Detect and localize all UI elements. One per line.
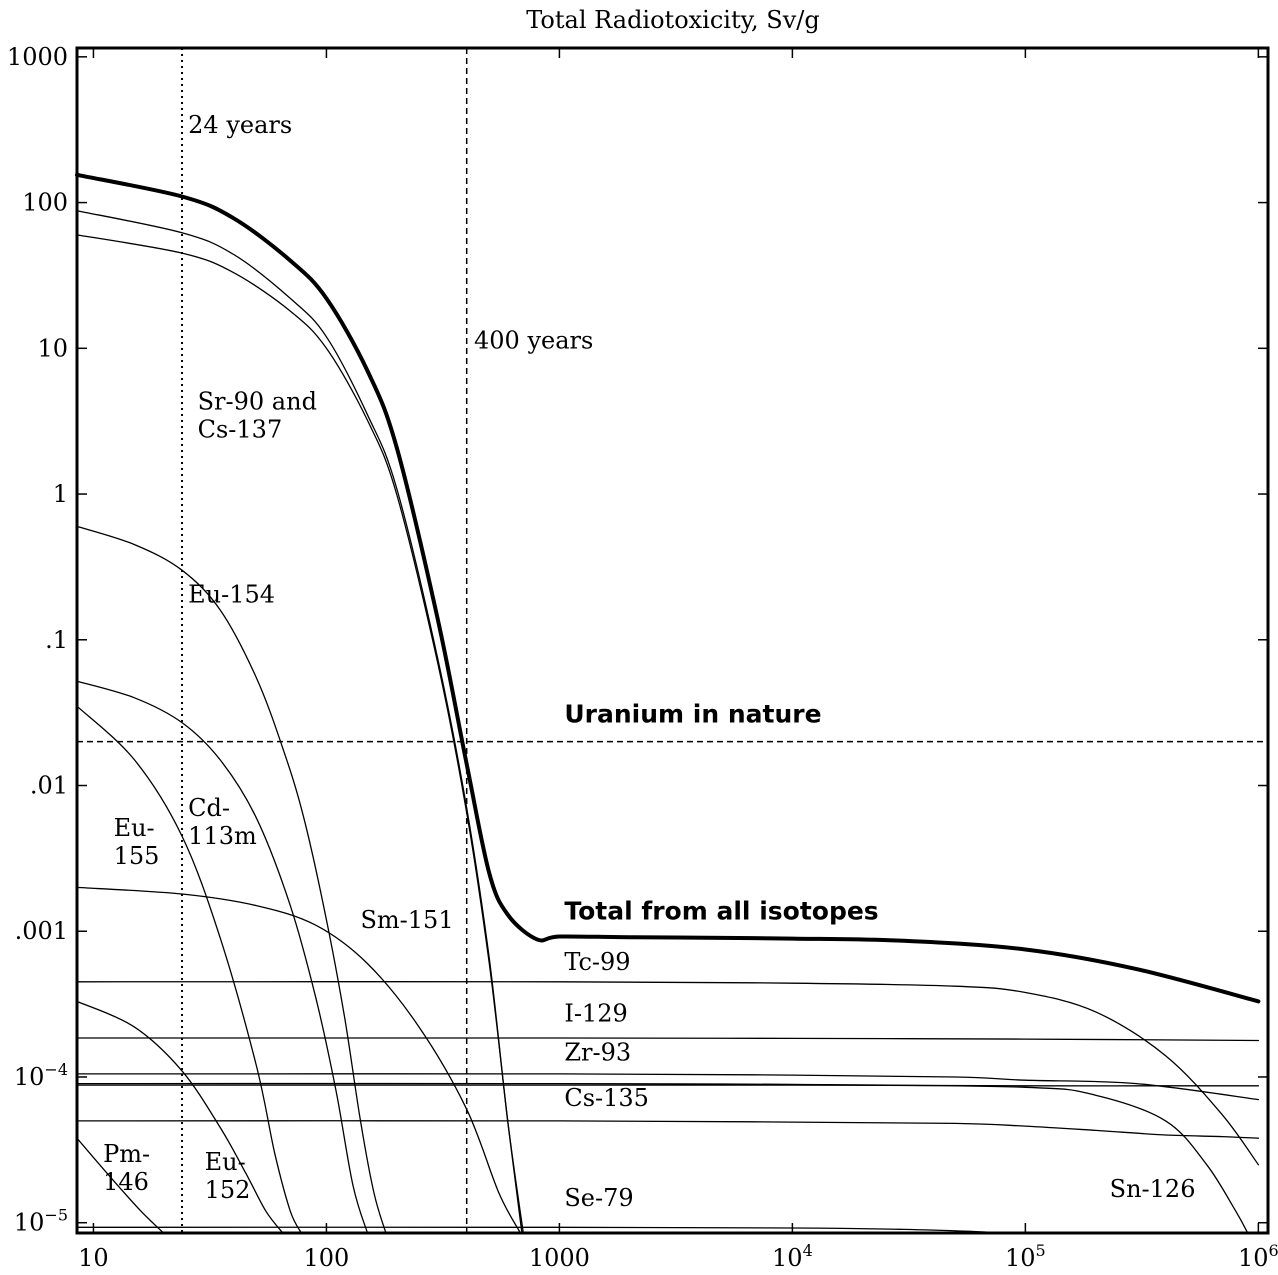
annotation-10: Zr-93 xyxy=(564,1038,631,1066)
reference-label-1: 400 years xyxy=(474,326,593,354)
series-line-3 xyxy=(77,526,386,1233)
x-tick-label-3: 104 xyxy=(772,1241,813,1272)
y-tick-label-3: 1 xyxy=(53,480,68,508)
reference-label-2: Uranium in nature xyxy=(564,700,821,729)
series-line-13 xyxy=(77,1121,1258,1138)
annotation-9: I-129 xyxy=(564,1000,627,1028)
series-line-12 xyxy=(77,1085,1258,1086)
x-tick-label-4: 105 xyxy=(1005,1241,1046,1272)
reference-label-0: 24 years xyxy=(188,111,292,139)
annotation-13: Se-79 xyxy=(564,1184,633,1212)
annotation-7: Total from all isotopes xyxy=(564,897,878,926)
y-tick-label-5: .01 xyxy=(30,772,68,800)
reference-lines: 24 years 400 years Uranium in nature xyxy=(77,48,1268,1233)
annotation-8: Tc-99 xyxy=(564,948,630,976)
series-line-9 xyxy=(77,982,1258,1165)
annotations: Sr-90 and Cs-137 Eu-154 Cd-113m Eu-155 Sm-151… xyxy=(103,388,1195,1213)
y-tick-label-1: 100 xyxy=(22,189,68,217)
x-tick-label-0: 10 xyxy=(78,1244,109,1272)
y-tick-label-8: 10−5 xyxy=(14,1206,68,1237)
x-tick-label-2: 1000 xyxy=(529,1244,590,1272)
annotation-6: Eu-152 xyxy=(205,1148,251,1204)
series-line-10 xyxy=(77,1038,1258,1041)
series-line-7 xyxy=(77,1001,283,1233)
y-tick-label-4: .1 xyxy=(45,626,68,654)
annotation-5: Pm-146 xyxy=(103,1140,150,1196)
annotation-2: Cd-113m xyxy=(188,794,257,850)
x-tick-label-1: 100 xyxy=(304,1244,350,1272)
y-tick-label-6: .001 xyxy=(15,917,68,945)
chart-title: Total Radiotoxicity, Sv/g xyxy=(526,6,819,34)
y-tick-label-7: 10−4 xyxy=(14,1060,68,1091)
annotation-12: Sn-126 xyxy=(1110,1175,1196,1203)
plot-frame xyxy=(77,48,1268,1233)
x-tick-label-5: 106 xyxy=(1238,1241,1278,1272)
annotation-3: Eu-155 xyxy=(114,814,160,870)
annotation-0: Sr-90 and Cs-137 xyxy=(198,388,317,444)
y-tick-label-0: 1000 xyxy=(7,43,68,71)
annotation-1: Eu-154 xyxy=(188,581,275,609)
y-tick-label-2: 10 xyxy=(37,334,68,362)
series-line-1 xyxy=(77,211,523,1233)
series-line-14 xyxy=(77,1084,1248,1233)
series-line-11 xyxy=(77,1074,1258,1100)
annotation-4: Sm-151 xyxy=(360,906,453,934)
annotation-11: Cs-135 xyxy=(564,1084,649,1112)
